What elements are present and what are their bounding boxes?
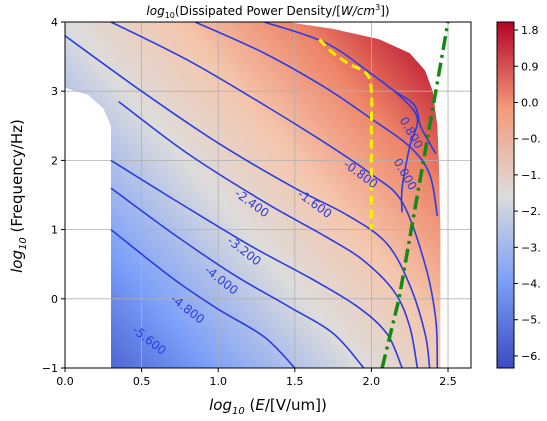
colorbar-tick-label: −2. xyxy=(521,205,541,218)
contour-line xyxy=(263,22,419,213)
y-tick-label: 1 xyxy=(51,224,58,237)
y-tick-label: 4 xyxy=(51,16,58,29)
green-dashdot-line xyxy=(380,22,450,368)
contour-line xyxy=(110,22,439,368)
x-tick-label: 1.5 xyxy=(286,375,304,388)
x-tick-label: 2.0 xyxy=(363,375,381,388)
contour-line xyxy=(110,159,403,368)
colorbar-tick-label: −6. xyxy=(521,350,541,363)
chart-title: log10(Dissipated Power Density/[W/cm3]) xyxy=(146,3,389,20)
colorbar-tick-label: 1.8 xyxy=(521,24,539,37)
x-tick-label: 0.5 xyxy=(133,375,151,388)
colorbar-tick-label: −3. xyxy=(521,241,541,254)
x-tick-label: 2.5 xyxy=(439,375,457,388)
colorbar-tick-label: −0. xyxy=(521,133,541,146)
plot-frame xyxy=(64,21,472,369)
grid-lines xyxy=(65,22,471,368)
contour-line xyxy=(110,228,296,368)
colorbar-tick-label: −1. xyxy=(521,169,541,182)
contour-line xyxy=(65,35,431,368)
x-axis: 0.0 0.5 1.0 1.5 2.0 2.5 xyxy=(56,368,457,388)
contour-line xyxy=(118,100,419,368)
y-tick-label: 0 xyxy=(51,293,58,306)
x-tick-label: 0.0 xyxy=(56,375,74,388)
x-axis-label: log10 (E/[V/um]) xyxy=(209,396,327,417)
y-axis: −1 0 1 2 3 4 xyxy=(42,16,65,375)
colorbar-tick-label: −5. xyxy=(521,314,541,327)
contour-line xyxy=(393,90,437,154)
y-tick-label: 2 xyxy=(51,154,58,167)
colorbar-tick-label: −4. xyxy=(521,278,541,291)
plot-layer: -5.600-4.800-4.000-3.200-2.400 -1.600-0.8… xyxy=(65,22,471,368)
colorbar-tick-label: 0.0 xyxy=(521,96,539,109)
x-tick-label: 1.0 xyxy=(209,375,227,388)
y-tick-label: 3 xyxy=(51,85,58,98)
y-axis-label: log10 (Frequency/Hz) xyxy=(8,119,29,273)
contour-line xyxy=(110,187,365,368)
colorbar-tick-label: 0.9 xyxy=(521,60,539,73)
colorbar-ticks: 1.8 0.9 0.0 −0. −1. −2. −3. −4. −5. −6. xyxy=(514,24,541,363)
colorbar xyxy=(496,21,515,369)
yellow-dashed-contour xyxy=(318,38,374,230)
y-tick-label: −1 xyxy=(42,362,58,375)
